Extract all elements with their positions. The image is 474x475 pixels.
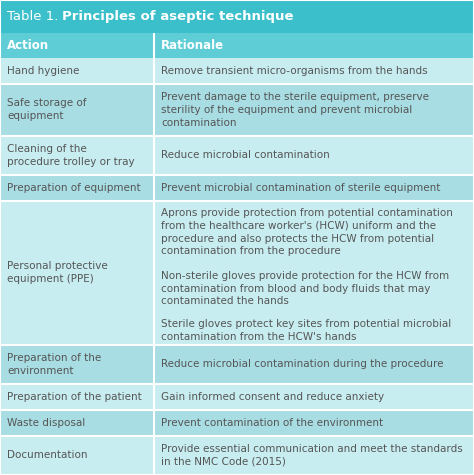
Text: Provide essential communication and meet the standards
in the NMC Code (2015): Provide essential communication and meet… — [161, 444, 463, 467]
Bar — [0, 33, 474, 57]
Text: Preparation of the
environment: Preparation of the environment — [7, 353, 101, 376]
Bar — [0, 436, 474, 475]
Text: Table 1.: Table 1. — [7, 10, 63, 23]
Bar — [0, 384, 474, 410]
Text: Reduce microbial contamination during the procedure: Reduce microbial contamination during th… — [161, 359, 444, 369]
Text: Prevent contamination of the environment: Prevent contamination of the environment — [161, 418, 383, 428]
Text: Reduce microbial contamination: Reduce microbial contamination — [161, 151, 330, 161]
Text: Prevent microbial contamination of sterile equipment: Prevent microbial contamination of steri… — [161, 183, 440, 193]
Text: Remove transient micro-organisms from the hands: Remove transient micro-organisms from th… — [161, 66, 428, 76]
Text: Prevent damage to the sterile equipment, preserve
sterility of the equipment and: Prevent damage to the sterile equipment,… — [161, 92, 429, 128]
Text: Personal protective
equipment (PPE): Personal protective equipment (PPE) — [7, 261, 108, 284]
Bar — [0, 410, 474, 436]
Text: Waste disposal: Waste disposal — [7, 418, 85, 428]
Bar — [0, 57, 474, 84]
Bar — [0, 136, 474, 175]
Bar — [0, 84, 474, 136]
Text: Gain informed consent and reduce anxiety: Gain informed consent and reduce anxiety — [161, 392, 384, 402]
Text: Action: Action — [7, 39, 49, 52]
Text: Preparation of equipment: Preparation of equipment — [7, 183, 141, 193]
Bar — [0, 0, 474, 33]
Text: Hand hygiene: Hand hygiene — [7, 66, 79, 76]
Text: Aprons provide protection from potential contamination
from the healthcare worke: Aprons provide protection from potential… — [161, 208, 453, 256]
Text: Principles of aseptic technique: Principles of aseptic technique — [62, 10, 293, 23]
Text: Rationale: Rationale — [161, 39, 224, 52]
Bar — [0, 175, 474, 201]
Text: Sterile gloves protect key sites from potential microbial
contamination from the: Sterile gloves protect key sites from po… — [161, 320, 451, 342]
Text: Cleaning of the
procedure trolley or tray: Cleaning of the procedure trolley or tra… — [7, 144, 135, 167]
Text: Non-sterile gloves provide protection for the HCW from
contamination from blood : Non-sterile gloves provide protection fo… — [161, 271, 449, 306]
Text: Preparation of the patient: Preparation of the patient — [7, 392, 142, 402]
Text: Safe storage of
equipment: Safe storage of equipment — [7, 98, 86, 121]
Text: Documentation: Documentation — [7, 450, 88, 460]
Bar — [0, 344, 474, 384]
Bar — [0, 201, 474, 344]
